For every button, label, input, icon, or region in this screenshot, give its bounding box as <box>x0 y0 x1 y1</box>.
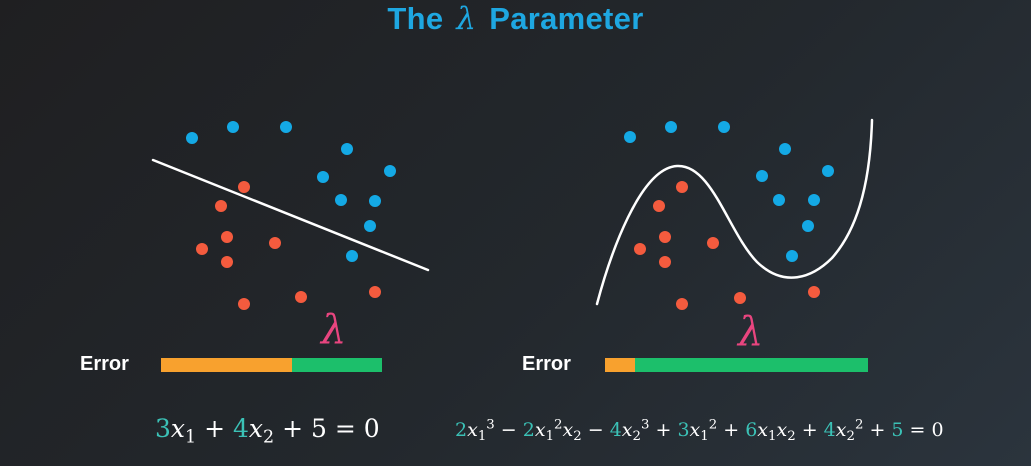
left-blue-point-6 <box>317 171 329 183</box>
right-blue-point-1 <box>624 131 636 143</box>
right-red-point-9 <box>808 286 820 298</box>
left-blue-point-2 <box>227 121 239 133</box>
right-blue-point-2 <box>665 121 677 133</box>
right-red-point-3 <box>659 231 671 243</box>
title-prefix: The <box>387 1 444 36</box>
right-red-point-4 <box>634 243 646 255</box>
left-red-point-4 <box>196 243 208 255</box>
right-blue-point-10 <box>786 250 798 262</box>
right-red-point-1 <box>676 181 688 193</box>
right-blue-point-6 <box>756 170 768 182</box>
right-blue-point-3 <box>718 121 730 133</box>
right-red-point-6 <box>659 256 671 268</box>
right-eq-coef-2a: 2 <box>455 419 468 441</box>
left-blue-point-4 <box>341 143 353 155</box>
left-red-point-9 <box>369 286 381 298</box>
left-points <box>186 121 396 310</box>
right-blue-point-4 <box>779 143 791 155</box>
left-error-bar-segment <box>161 358 292 372</box>
title-suffix: Parameter <box>489 1 644 36</box>
left-red-point-2 <box>215 200 227 212</box>
left-error-label: Error <box>80 353 129 375</box>
right-eq-coef-2b: 2 <box>522 419 535 441</box>
left-equation: 3x1 + 4x2 + 5 = 0 <box>155 414 380 448</box>
right-red-point-7 <box>676 298 688 310</box>
right-red-point-8 <box>734 292 746 304</box>
right-blue-point-9 <box>802 220 814 232</box>
right-blue-point-8 <box>808 194 820 206</box>
right-blue-point-5 <box>822 165 834 177</box>
left-linear-boundary <box>151 158 430 272</box>
left-blue-point-1 <box>186 132 198 144</box>
right-eq-coef-5: 5 <box>891 419 904 441</box>
page-title: The λ Parameter <box>0 0 1031 38</box>
left-blue-point-8 <box>369 195 381 207</box>
left-blue-point-3 <box>280 121 292 133</box>
right-polynomial-boundary <box>595 118 874 306</box>
right-error-bar-segment <box>605 358 635 372</box>
left-lambda-symbol: λ <box>321 307 347 353</box>
left-lambda-bar-segment <box>292 358 382 372</box>
left-red-point-7 <box>238 298 250 310</box>
right-lambda-bar-segment <box>635 358 868 372</box>
left-red-point-1 <box>238 181 250 193</box>
left-blue-point-10 <box>346 250 358 262</box>
right-red-point-2 <box>653 200 665 212</box>
left-red-point-8 <box>295 291 307 303</box>
right-points <box>624 121 834 310</box>
left-red-point-6 <box>221 256 233 268</box>
right-lambda-symbol: λ <box>738 309 764 355</box>
left-blue-point-7 <box>335 194 347 206</box>
right-eq-coef-3: 3 <box>677 419 690 441</box>
left-red-point-5 <box>269 237 281 249</box>
right-error-label: Error <box>522 353 571 375</box>
right-blue-point-7 <box>773 194 785 206</box>
left-scatter-plot <box>151 121 430 310</box>
right-equation: 2x13 − 2x12x2 − 4x23 + 3x12 + 6x1x2 + 4x… <box>455 417 944 444</box>
right-eq-coef-4b: 4 <box>823 419 836 441</box>
title-lambda-symbol: λ <box>456 1 477 37</box>
left-red-point-3 <box>221 231 233 243</box>
left-eq-coef-4: 4 <box>233 414 249 443</box>
left-blue-point-5 <box>384 165 396 177</box>
right-scatter-plot <box>595 118 874 310</box>
right-eq-coef-4a: 4 <box>609 419 622 441</box>
left-blue-point-9 <box>364 220 376 232</box>
right-red-point-5 <box>707 237 719 249</box>
left-eq-coef-3: 3 <box>155 414 171 443</box>
right-eq-coef-6: 6 <box>745 419 758 441</box>
